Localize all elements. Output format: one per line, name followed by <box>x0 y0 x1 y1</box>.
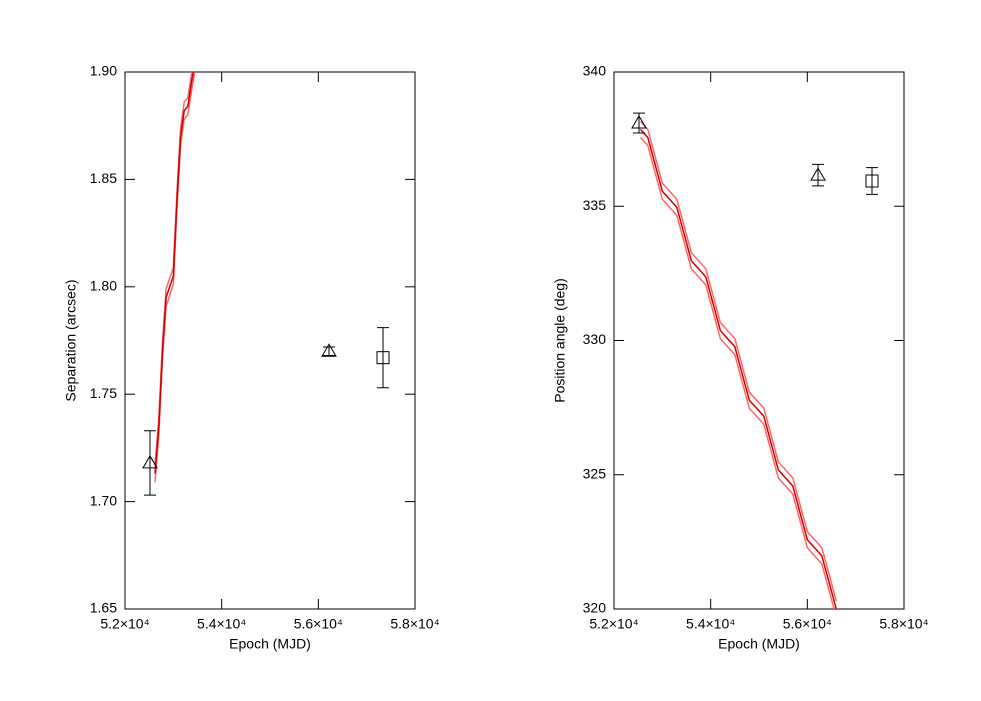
x-tick-label: 5.8×10⁴ <box>390 616 439 632</box>
error-bar <box>866 167 879 195</box>
panel: 5.2×10⁴ 5.4×10⁴ 5.6×10⁴ 5.8×10⁴ 320 325 330 335… <box>552 63 929 652</box>
x-tick-label: 5.6×10⁴ <box>783 616 832 632</box>
y-axis-label: Separation (arcsec) <box>63 279 79 401</box>
y-axis-label: Position angle (deg) <box>552 278 568 403</box>
y-tick-label: 1.90 <box>90 63 117 79</box>
y-tick-label: 1.80 <box>90 278 117 294</box>
x-tick-label: 5.6×10⁴ <box>294 616 343 632</box>
y-tick-label: 325 <box>583 465 607 481</box>
square-marker <box>865 174 879 188</box>
plot-frame <box>124 71 416 610</box>
y-tick-label: 335 <box>583 197 607 213</box>
x-tick-label: 5.8×10⁴ <box>879 616 928 632</box>
y-tick-label: 330 <box>583 331 607 347</box>
x-tick-label: 5.4×10⁴ <box>197 616 246 632</box>
model-curve <box>640 128 838 609</box>
y-tick-label: 1.65 <box>90 600 117 616</box>
triangle-marker <box>631 115 647 129</box>
y-tick-label: 1.75 <box>90 385 117 401</box>
error-bar <box>377 327 390 389</box>
triangle-marker <box>142 454 158 469</box>
model-curve <box>640 137 835 609</box>
triangle-marker <box>321 343 337 357</box>
panel: 5.2×10⁴ 5.4×10⁴ 5.6×10⁴ 5.8×10⁴ 1.65 1.70 1.75… <box>63 63 440 652</box>
x-tick-label: 5.4×10⁴ <box>686 616 735 632</box>
x-axis-label: Epoch (MJD) <box>718 636 800 652</box>
square-marker <box>376 351 390 365</box>
error-bar <box>323 346 336 357</box>
x-tick-label: 5.2×10⁴ <box>589 616 638 632</box>
triangle-marker <box>810 167 826 181</box>
y-tick-label: 340 <box>583 63 607 79</box>
y-tick-label: 1.85 <box>90 170 117 186</box>
y-tick-label: 1.70 <box>90 492 117 508</box>
error-bar <box>143 430 156 496</box>
model-curve <box>640 120 838 602</box>
x-tick-label: 5.2×10⁴ <box>100 616 149 632</box>
plot-frame <box>613 71 905 610</box>
y-tick-label: 320 <box>583 600 607 616</box>
x-axis-label: Epoch (MJD) <box>229 636 311 652</box>
model-curve <box>154 72 195 474</box>
model-curve <box>154 72 196 483</box>
